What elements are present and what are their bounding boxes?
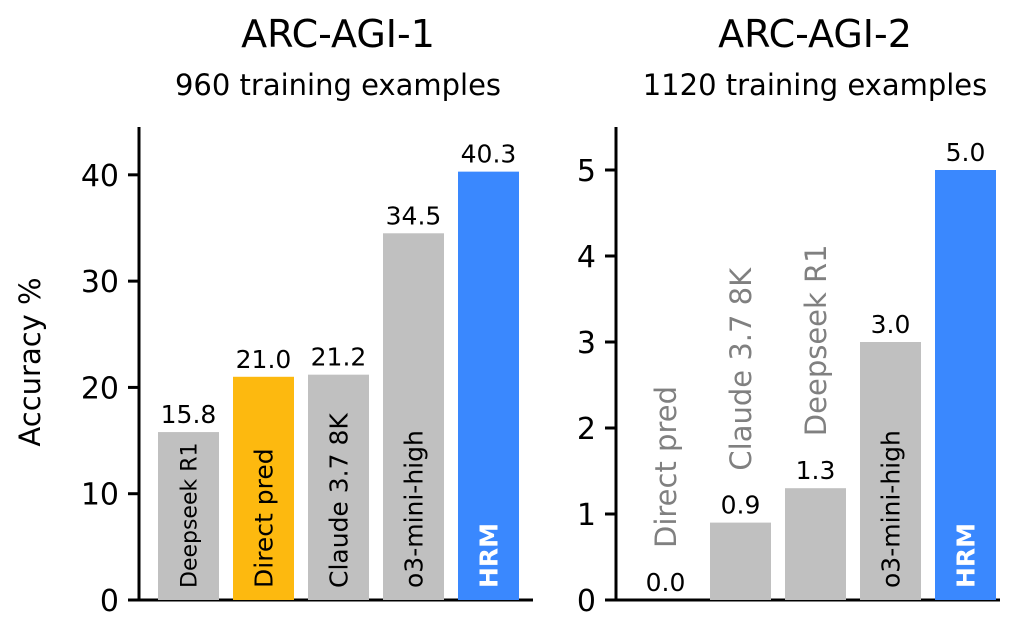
bar-o3-mini-high (383, 233, 444, 601)
bar-hrm (458, 171, 519, 600)
bar-o3-mini-high (860, 342, 921, 600)
bar-claude-3-7-8k (710, 522, 771, 600)
data-label: 21.2 (311, 343, 367, 372)
y-tick-label: 20 (81, 371, 119, 406)
chart-title: ARC-AGI-1 (241, 12, 435, 56)
panel-arc-agi-1: ARC-AGI-1 960 training examples Accuracy… (13, 12, 533, 618)
y-tick-label: 4 (577, 240, 596, 275)
data-label: 34.5 (386, 201, 442, 230)
y-tick-label: 0 (577, 584, 596, 618)
category-label: Direct pred (649, 386, 683, 548)
y-axis-label: Accuracy % (13, 277, 47, 446)
data-label: 15.8 (161, 400, 217, 429)
bar-claude-3-7-8k (308, 374, 369, 600)
data-label: 0.9 (721, 491, 761, 520)
category-label: Claude 3.7 8K (325, 413, 354, 588)
panel-arc-agi-2: ARC-AGI-2 1120 training examples 0 1 2 3 4 5 0… (577, 12, 1000, 618)
data-label: 1.3 (796, 456, 836, 485)
category-label: Deepseek R1 (799, 244, 833, 436)
y-tick-label: 30 (81, 265, 119, 300)
data-label: 0.0 (646, 568, 686, 597)
y-tick-label: 0 (100, 584, 119, 618)
category-label: Claude 3.7 8K (724, 267, 758, 471)
bar-hrm (935, 170, 996, 600)
y-tick-label: 2 (577, 412, 596, 447)
category-label: Direct pred (250, 448, 279, 588)
category-label: HRM (952, 523, 981, 588)
bar-deepseek-r1 (158, 432, 219, 600)
y-tick-label: 10 (81, 478, 119, 513)
category-label: Deepseek R1 (177, 442, 202, 588)
category-label: HRM (475, 523, 504, 588)
bar-deepseek-r1 (785, 488, 846, 600)
y-tick-label: 40 (81, 159, 119, 194)
data-label: 21.0 (236, 345, 292, 374)
data-label: 3.0 (871, 310, 911, 339)
data-label: 5.0 (946, 138, 986, 167)
chart-subtitle: 960 training examples (175, 68, 501, 102)
bar-direct-pred (233, 376, 294, 600)
y-tick-label: 3 (577, 326, 596, 361)
chart-title: ARC-AGI-2 (718, 12, 912, 56)
data-label: 40.3 (461, 140, 517, 169)
category-label: o3-mini-high (877, 430, 906, 588)
y-tick-label: 1 (577, 498, 596, 533)
chart-subtitle: 1120 training examples (643, 68, 988, 102)
y-tick-label: 5 (577, 154, 596, 189)
category-label: o3-mini-high (400, 430, 429, 588)
